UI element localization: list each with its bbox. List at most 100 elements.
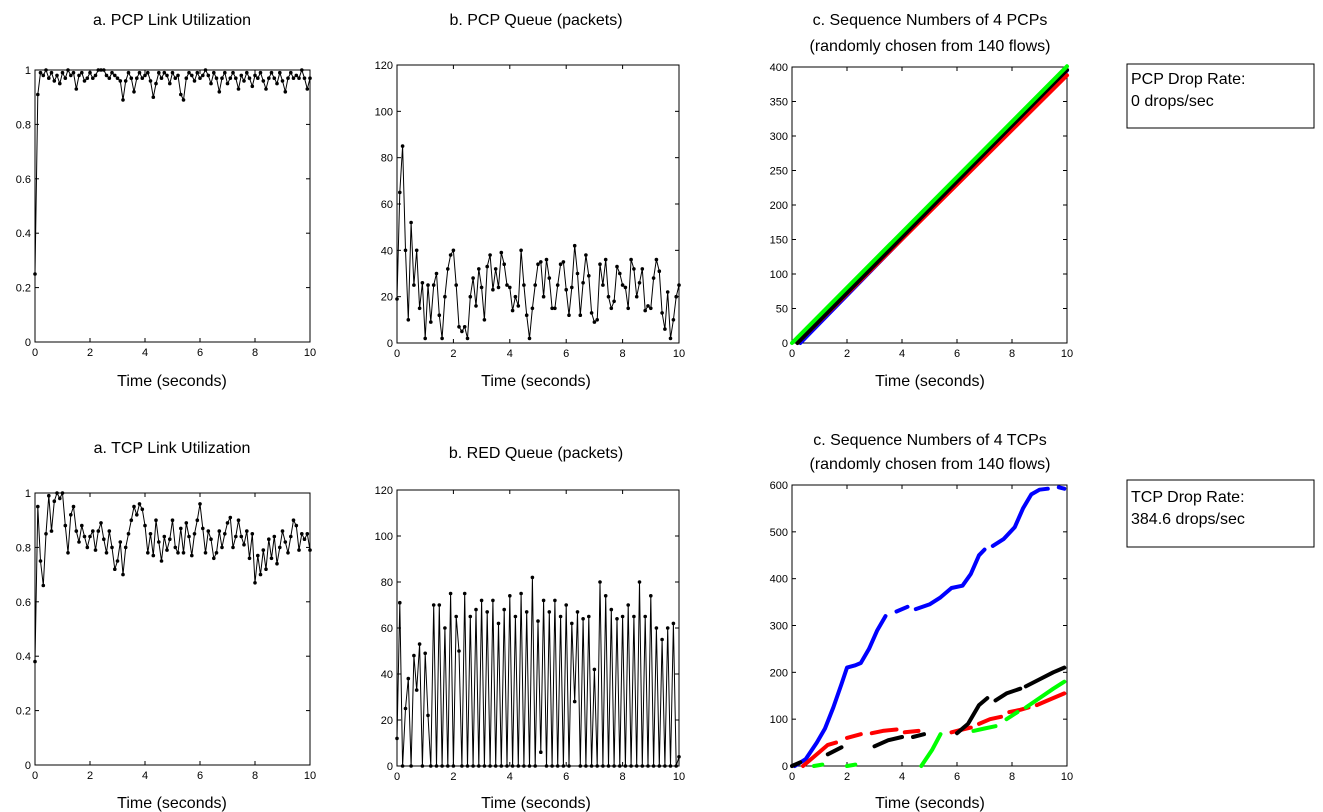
x-tick-label: 2: [450, 771, 456, 783]
x-tick-label: 8: [1009, 771, 1015, 783]
data-point: [275, 561, 279, 566]
data-point: [499, 764, 504, 768]
data-point: [547, 276, 552, 280]
data-point: [47, 493, 51, 498]
data-point: [173, 76, 178, 80]
data-point: [173, 545, 178, 550]
y-tick-label: 0.4: [16, 651, 31, 663]
y-tick-label: 0.2: [16, 706, 31, 718]
data-point: [184, 521, 189, 525]
chart-title: c. Sequence Numbers of 4 TCPs: [813, 432, 1047, 449]
data-point: [530, 575, 535, 580]
data-point: [305, 87, 310, 91]
data-point: [126, 70, 131, 75]
x-tick-label: 10: [673, 348, 685, 360]
chart-tcp-link-utilization: a. TCP Link Utilization Time (seconds) 0…: [16, 440, 316, 812]
y-tick-label: 60: [381, 623, 393, 635]
data-point: [437, 313, 442, 318]
data-point: [649, 594, 653, 598]
x-tick-label: 10: [1061, 771, 1073, 783]
data-point: [412, 283, 416, 287]
data-point: [663, 764, 667, 768]
data-point: [606, 764, 611, 768]
x-tick-label: 2: [844, 348, 850, 360]
data-point: [505, 764, 509, 768]
x-tick-label: 4: [507, 348, 513, 360]
data-point: [286, 76, 290, 80]
data-point: [198, 502, 202, 506]
series-line: [1004, 710, 1020, 722]
data-point: [541, 294, 546, 299]
y-tick-label: 0.8: [16, 119, 31, 131]
data-point: [137, 70, 142, 75]
series-line: [845, 732, 863, 740]
data-point: [524, 610, 529, 614]
data-point: [242, 542, 246, 547]
data-point: [578, 764, 583, 768]
data-point: [170, 70, 175, 75]
series-line: [1034, 691, 1067, 708]
data-point: [253, 73, 257, 78]
data-point: [508, 594, 512, 598]
data-point: [66, 68, 70, 72]
data-point: [623, 285, 628, 290]
data-point: [33, 272, 37, 276]
data-point: [294, 73, 299, 78]
data-point: [575, 271, 580, 276]
data-point: [71, 70, 76, 75]
data-point: [184, 76, 189, 80]
y-tick-label: 150: [770, 235, 788, 247]
data-point: [414, 248, 419, 253]
data-point: [195, 70, 200, 75]
data-point: [477, 267, 481, 271]
series-line: [801, 740, 838, 768]
data-point: [462, 591, 467, 596]
data-point: [146, 551, 150, 555]
data-point: [198, 76, 202, 80]
data-point: [460, 764, 464, 768]
data-point: [102, 68, 106, 72]
data-point: [589, 764, 594, 768]
data-point: [71, 504, 76, 509]
data-point: [598, 262, 602, 267]
data-point: [231, 70, 235, 75]
data-point: [587, 614, 591, 619]
x-tick-label: 2: [87, 347, 93, 359]
x-tick-label: 0: [789, 771, 795, 783]
data-point: [626, 306, 630, 311]
y-tick-label: 80: [381, 577, 393, 589]
data-point: [212, 70, 216, 75]
data-point: [550, 306, 554, 311]
data-point: [162, 70, 167, 75]
data-point: [539, 260, 543, 264]
data-point: [236, 518, 241, 522]
data-point: [242, 79, 246, 83]
data-point: [66, 551, 70, 555]
x-tick-label: 0: [394, 771, 400, 783]
data-point: [457, 325, 461, 329]
x-tick-label: 4: [507, 771, 513, 783]
chart-subtitle: (randomly chosen from 140 flows): [810, 38, 1051, 55]
data-point: [646, 764, 650, 768]
data-point: [146, 70, 150, 75]
data-point: [69, 513, 73, 517]
data-point: [508, 285, 512, 290]
data-point: [140, 507, 145, 512]
series-line: [894, 604, 910, 614]
y-tick-label: 80: [381, 153, 393, 165]
data-point: [209, 81, 213, 86]
data-point: [522, 283, 526, 287]
y-tick-label: 0: [25, 337, 31, 349]
x-tick-label: 8: [252, 770, 258, 782]
data-point: [572, 243, 577, 248]
data-point: [395, 736, 399, 741]
chart-title: b. RED Queue (packets): [449, 445, 623, 462]
data-point: [36, 504, 40, 509]
data-point: [406, 676, 411, 681]
data-point: [651, 276, 656, 280]
data-point: [129, 518, 134, 522]
data-point: [305, 532, 310, 536]
data-point: [267, 537, 271, 541]
data-point: [558, 614, 563, 619]
y-tick-label: 0: [387, 761, 393, 773]
